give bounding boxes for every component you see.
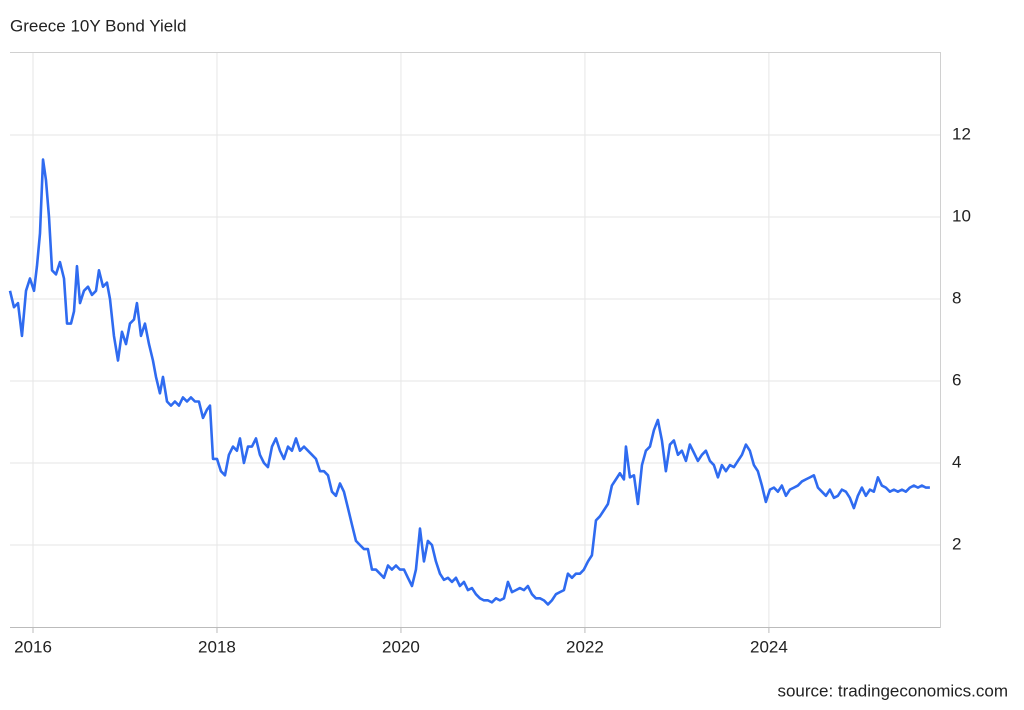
- x-tick-label: 2016: [14, 637, 52, 656]
- y-tick-label: 10: [952, 206, 971, 225]
- x-tick-label: 2022: [566, 637, 604, 656]
- x-tick-label: 2018: [198, 637, 236, 656]
- y-tick-label: 2: [952, 534, 961, 553]
- y-tick-label: 8: [952, 288, 961, 307]
- yield-line: [8, 158, 930, 606]
- x-tick-label: 2020: [382, 637, 420, 656]
- y-tick-label: 12: [952, 124, 971, 143]
- y-tick-label: 6: [952, 370, 961, 389]
- y-tick-label: 4: [952, 452, 961, 471]
- chart-title: Greece 10Y Bond Yield: [10, 16, 186, 35]
- x-tick-label: 2024: [750, 637, 788, 656]
- source-note: source: tradingeconomics.com: [777, 681, 1008, 700]
